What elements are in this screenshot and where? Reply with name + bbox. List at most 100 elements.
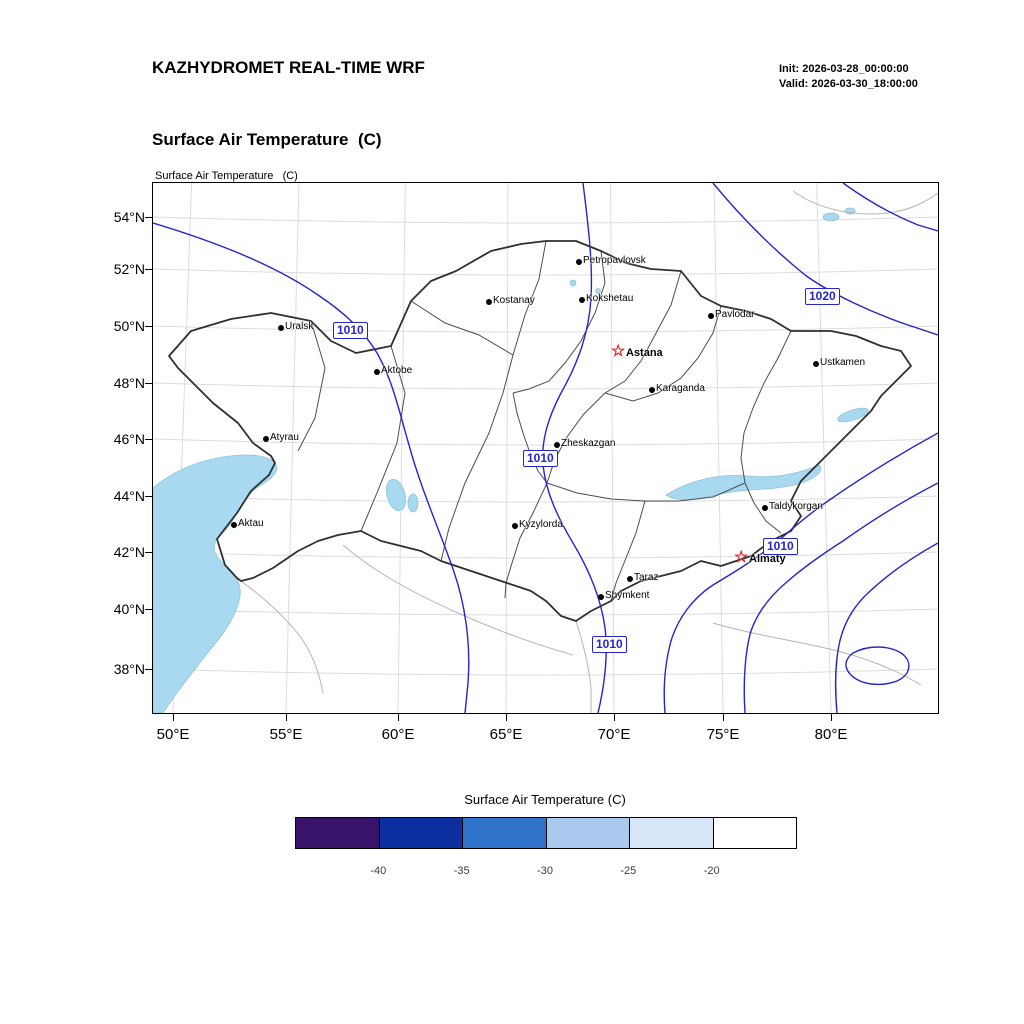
y-tick xyxy=(145,217,153,218)
y-tick xyxy=(145,383,153,384)
x-axis-label: 55°E xyxy=(269,726,303,743)
y-axis-label: 48°N xyxy=(113,375,145,391)
x-axis-label: 60°E xyxy=(381,726,415,743)
x-axis-label: 80°E xyxy=(814,726,848,743)
colorbar-cell xyxy=(462,818,546,848)
isobar-1010-southeast-1 xyxy=(663,432,938,713)
caspian-sea xyxy=(153,454,278,713)
colorbar-cell xyxy=(629,818,713,848)
oblast-border xyxy=(410,300,514,356)
lake-balkhash xyxy=(665,464,822,500)
x-tick xyxy=(614,713,615,721)
oblast-border xyxy=(297,320,326,452)
colorbar xyxy=(295,817,797,849)
isobar-closed-loop xyxy=(845,646,910,686)
map-panel: 54°N 52°N 50°N 48°N 46°N 44°N 42°N 40°N 38°N 50°E… xyxy=(114,182,939,743)
y-axis-label: 54°N xyxy=(113,209,145,225)
x-axis-label: 65°E xyxy=(489,726,523,743)
city-label: Taraz xyxy=(634,572,659,583)
colorbar-wrap: -40 -35 -30 -25 -20 xyxy=(295,817,797,887)
y-tick xyxy=(145,552,153,553)
x-tick xyxy=(286,713,287,721)
isobar-label: 1010 xyxy=(592,636,627,653)
city-label: Petropavlovsk xyxy=(583,255,646,266)
lake-kokshetau-2 xyxy=(595,288,601,294)
graticule-parallel xyxy=(153,668,938,676)
graticule-meridian xyxy=(816,183,832,713)
colorbar-tick-label: -30 xyxy=(537,865,553,877)
isobar-layer xyxy=(153,183,938,713)
oblast-border-layer xyxy=(297,240,792,602)
lake-kokshetau-1 xyxy=(569,279,577,287)
valid-time: Valid: 2026-03-30_18:00:00 xyxy=(779,78,918,90)
isobar-northeast-corner xyxy=(842,183,938,232)
oblast-border xyxy=(360,345,406,532)
colorbar-cell xyxy=(378,818,462,848)
south-border-line xyxy=(575,620,592,713)
init-time: Init: 2026-03-28_00:00:00 xyxy=(779,63,909,75)
y-axis-label: 42°N xyxy=(113,544,145,560)
city-label: Aktobe xyxy=(381,365,413,376)
capital-star-icon: ☆ xyxy=(611,343,626,360)
x-axis-label: 75°E xyxy=(706,726,740,743)
city-label: Atyrau xyxy=(270,432,299,443)
graticule-meridian xyxy=(610,183,615,713)
uzbekistan-border-line xyxy=(342,544,574,656)
city-dot-icon xyxy=(554,442,560,448)
page-title: KAZHYDROMET REAL-TIME WRF xyxy=(152,58,425,77)
aral-sea xyxy=(385,478,407,512)
oblast-border xyxy=(512,250,606,394)
lake-northeast-1 xyxy=(822,212,840,222)
city-dot-icon xyxy=(374,369,380,375)
aral-sea-east xyxy=(407,493,419,513)
turkmenistan-border-line xyxy=(240,580,324,694)
graticule-parallel xyxy=(153,325,938,333)
colorbar-tick-label: -25 xyxy=(620,865,637,877)
graticule-parallel xyxy=(153,382,938,390)
oblast-border xyxy=(610,500,646,602)
colorbar-tick-label: -35 xyxy=(453,865,470,877)
city-dot-icon xyxy=(576,259,582,265)
graticule-meridian xyxy=(505,183,509,713)
russia-border-line xyxy=(792,190,938,215)
isobar-label: 1020 xyxy=(805,288,840,305)
y-tick xyxy=(145,609,153,610)
isobar-label: 1010 xyxy=(763,538,798,555)
y-axis-label: 46°N xyxy=(113,431,145,447)
y-tick xyxy=(145,669,153,670)
oblast-border xyxy=(504,482,548,599)
city-dot-icon xyxy=(813,361,819,367)
oblast-border xyxy=(604,270,682,394)
x-tick xyxy=(723,713,724,721)
oblast-border xyxy=(512,392,548,484)
isobar-1010-west xyxy=(153,222,470,713)
y-tick xyxy=(145,326,153,327)
graticule-meridian xyxy=(285,183,300,713)
oblast-border xyxy=(604,305,722,402)
city-label: Ustkamen xyxy=(820,357,866,368)
city-label: Taldykorgan xyxy=(769,501,823,512)
graticule-parallel xyxy=(153,268,938,276)
city-dot-icon xyxy=(512,523,518,529)
kazakhstan-border xyxy=(168,240,912,622)
city-dot-icon xyxy=(762,505,768,511)
graticule-parallel xyxy=(153,216,938,224)
graticule-meridian xyxy=(397,183,406,713)
city-dot-icon xyxy=(598,594,604,600)
city-label: Pavlodar xyxy=(715,309,755,320)
city-label: Shymkent xyxy=(605,590,650,601)
city-label: Kyzylorda xyxy=(519,519,563,530)
city-label: Uralsk xyxy=(285,321,314,332)
colorbar-cell xyxy=(296,818,379,848)
capital-star-icon: ☆ xyxy=(734,549,749,566)
subtitle-temperature: Surface Air Temperature (C) xyxy=(155,170,298,182)
city-label: Kostanay xyxy=(493,295,535,306)
city-dot-icon xyxy=(627,576,633,582)
graticule-parallel xyxy=(153,608,938,616)
city-label: Kokshetau xyxy=(586,293,634,304)
city-dot-icon xyxy=(649,387,655,393)
city-label: Karaganda xyxy=(656,383,705,394)
y-tick xyxy=(145,496,153,497)
y-axis-label: 40°N xyxy=(113,601,145,617)
lake-zaysan xyxy=(837,407,869,423)
